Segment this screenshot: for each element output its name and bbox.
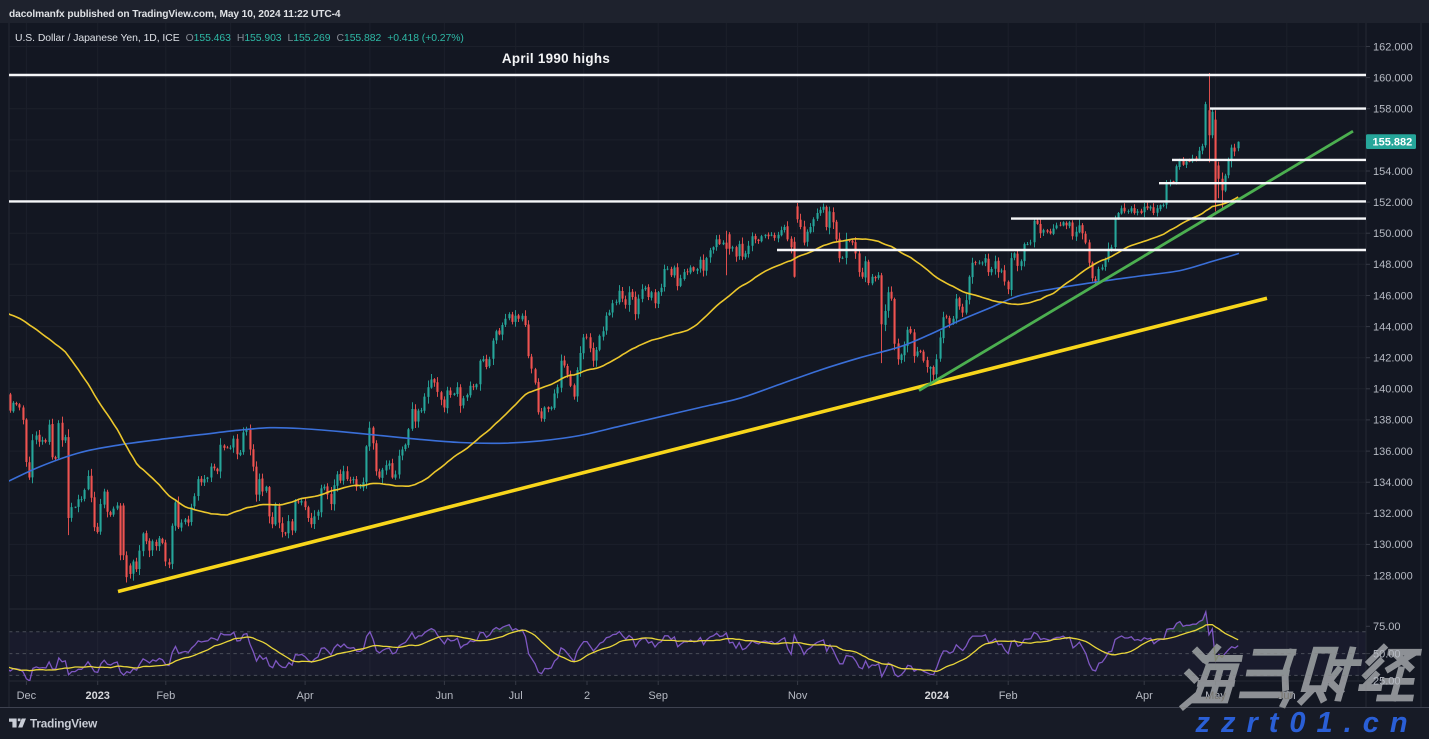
svg-text:50.00: 50.00 [1373, 648, 1401, 660]
svg-text:Nov: Nov [788, 690, 808, 702]
svg-text:130.000: 130.000 [1373, 539, 1413, 551]
svg-text:148.000: 148.000 [1373, 259, 1413, 271]
svg-text:136.000: 136.000 [1373, 446, 1413, 458]
svg-text:75.00: 75.00 [1373, 621, 1401, 633]
svg-text:Feb: Feb [999, 690, 1018, 702]
svg-text:2024: 2024 [925, 690, 950, 702]
svg-text:U.S. Dollar / Japanese Yen, 1D: U.S. Dollar / Japanese Yen, 1D, ICE O155.… [15, 33, 464, 44]
svg-text:2023: 2023 [85, 690, 109, 702]
svg-text:132.000: 132.000 [1373, 508, 1413, 520]
svg-text:144.000: 144.000 [1373, 321, 1413, 333]
svg-text:134.000: 134.000 [1373, 477, 1413, 489]
svg-text:Dec: Dec [17, 690, 37, 702]
svg-text:April 1990 highs: April 1990 highs [502, 51, 610, 66]
svg-text:Sep: Sep [648, 690, 668, 702]
svg-text:140.000: 140.000 [1373, 384, 1413, 396]
svg-text:150.000: 150.000 [1373, 228, 1413, 240]
svg-text:154.000: 154.000 [1373, 166, 1413, 178]
svg-text:158.000: 158.000 [1373, 104, 1413, 116]
svg-text:162.000: 162.000 [1373, 41, 1413, 53]
svg-text:146.000: 146.000 [1373, 290, 1413, 302]
svg-text:Apr: Apr [297, 690, 314, 702]
svg-text:155.882: 155.882 [1373, 137, 1413, 149]
svg-text:dacolmanfx published on Tradin: dacolmanfx published on TradingView.com,… [9, 9, 341, 20]
svg-text:25.00: 25.00 [1373, 676, 1401, 688]
svg-text:Jun: Jun [436, 690, 454, 702]
svg-text:160.000: 160.000 [1373, 72, 1413, 84]
svg-text:152.000: 152.000 [1373, 197, 1413, 209]
svg-text:142.000: 142.000 [1373, 353, 1413, 365]
svg-text:TradingView: TradingView [30, 717, 98, 731]
svg-text:138.000: 138.000 [1373, 415, 1413, 427]
svg-text:zzrt01.cn: zzrt01.cn [1194, 707, 1418, 739]
svg-text:Jul: Jul [509, 690, 523, 702]
svg-text:Feb: Feb [156, 690, 175, 702]
svg-text:128.000: 128.000 [1373, 570, 1413, 582]
svg-text:2: 2 [584, 690, 590, 702]
svg-text:Apr: Apr [1136, 690, 1153, 702]
